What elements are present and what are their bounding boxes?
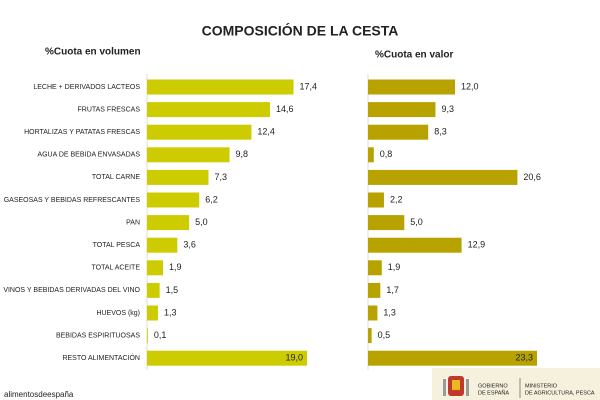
chart-title: COMPOSICIÓN DE LA CESTA (202, 22, 399, 39)
bar (368, 192, 384, 208)
category-label: PAN (126, 219, 140, 226)
bar (147, 79, 294, 95)
value-label: 12,4 (257, 127, 275, 137)
bar (368, 328, 372, 344)
value-label: 0,8 (380, 149, 393, 159)
bar (368, 169, 518, 185)
value-label: 6,2 (205, 194, 218, 204)
bar (368, 260, 382, 276)
ministry-label: MINISTERIO (525, 383, 558, 389)
value-label: 23,3 (515, 353, 533, 363)
bar (147, 124, 252, 140)
bar (147, 282, 160, 298)
category-label: GASEOSAS Y BEBIDAS REFRESCANTES (4, 197, 141, 204)
value-label: 1,3 (383, 307, 396, 317)
category-label: BEBIDAS ESPIRITUOSAS (56, 332, 140, 339)
category-label: AGUA DE BEBIDA ENVASADAS (37, 152, 140, 159)
ministry-label: DE AGRICULTURA, PESCA (525, 390, 595, 396)
bar (147, 350, 307, 366)
value-label: 8,3 (434, 127, 447, 137)
category-label: LECHE + DERIVADOS LACTEOS (33, 84, 140, 91)
emblem (443, 376, 469, 396)
brand-logo: alimentosdeespaña (4, 390, 74, 399)
value-label: 14,6 (276, 104, 294, 114)
value-label: 0,5 (378, 330, 391, 340)
category-label: TOTAL CARNE (92, 174, 140, 181)
bar (368, 305, 378, 321)
bar (368, 124, 429, 140)
category-label: RESTO ALIMENTACIÓN (62, 353, 140, 362)
bar (147, 169, 209, 185)
category-label: FRUTAS FRESCAS (78, 106, 141, 113)
value-label: 20,6 (523, 172, 541, 182)
value-label: 12,0 (461, 81, 479, 91)
bar (368, 79, 456, 95)
value-label: 7,3 (214, 172, 227, 182)
value-label: 9,8 (236, 149, 249, 159)
value-label: 0,1 (154, 330, 167, 340)
bar (368, 237, 462, 253)
value-label: 2,2 (390, 194, 403, 204)
category-label: HUEVOS (kg) (96, 310, 140, 317)
panel-title: %Cuota en valor (375, 50, 453, 61)
bar (368, 350, 537, 366)
value-label: 5,0 (410, 217, 423, 227)
value-label: 5,0 (195, 217, 208, 227)
value-label: 1,9 (388, 262, 401, 272)
bar (147, 260, 163, 276)
value-label: 9,3 (441, 104, 454, 114)
value-label: 1,5 (166, 285, 179, 295)
government-label: DE ESPAÑA (478, 389, 509, 396)
bar (368, 102, 436, 118)
bar (147, 192, 200, 208)
bar (368, 147, 374, 163)
bar (147, 305, 158, 321)
category-label: VINOS Y BEBIDAS DERIVADAS DEL VINO (3, 287, 140, 294)
value-label: 12,9 (468, 240, 486, 250)
bar (147, 102, 270, 118)
category-label: TOTAL ACEITE (92, 265, 141, 272)
bar (368, 282, 381, 298)
government-label: GOBIERNO (478, 383, 508, 389)
value-label: 3,6 (183, 240, 196, 250)
bar (368, 215, 405, 231)
bar (147, 147, 230, 163)
panel-title: %Cuota en volumen (45, 47, 141, 58)
bar (147, 237, 178, 253)
value-label: 19,0 (285, 353, 303, 363)
bar (147, 328, 148, 344)
category-label: HORTALIZAS Y PATATAS FRESCAS (24, 129, 140, 136)
bar (147, 215, 190, 231)
value-label: 1,7 (386, 285, 399, 295)
value-label: 1,3 (164, 307, 177, 317)
category-label: TOTAL PESCA (93, 242, 141, 249)
value-label: 1,9 (169, 262, 182, 272)
value-label: 17,4 (300, 81, 318, 91)
